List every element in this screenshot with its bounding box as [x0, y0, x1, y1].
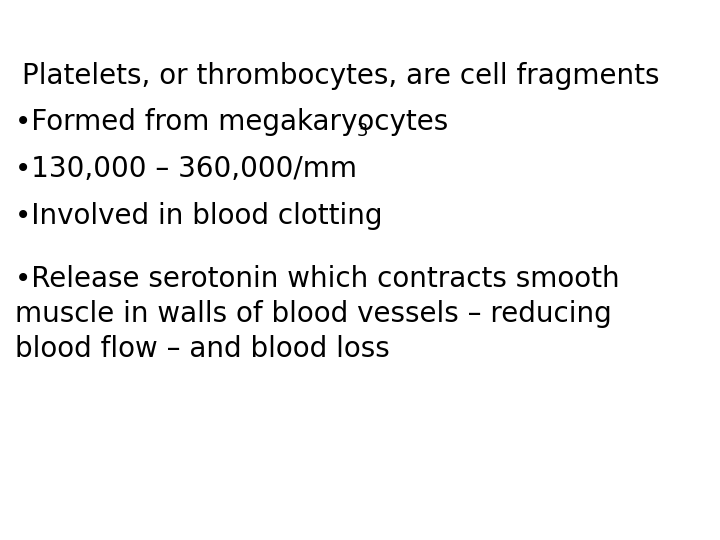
- Text: •Formed from megakaryocytes: •Formed from megakaryocytes: [15, 108, 449, 136]
- Text: Platelets, or thrombocytes, are cell fragments: Platelets, or thrombocytes, are cell fra…: [22, 62, 660, 90]
- Text: •Release serotonin which contracts smooth: •Release serotonin which contracts smoot…: [15, 265, 620, 293]
- Text: muscle in walls of blood vessels – reducing: muscle in walls of blood vessels – reduc…: [15, 300, 612, 328]
- Text: •Involved in blood clotting: •Involved in blood clotting: [15, 202, 382, 230]
- Text: 3: 3: [357, 122, 369, 140]
- Text: blood flow – and blood loss: blood flow – and blood loss: [15, 335, 390, 363]
- Text: •130,000 – 360,000/mm: •130,000 – 360,000/mm: [15, 155, 357, 183]
